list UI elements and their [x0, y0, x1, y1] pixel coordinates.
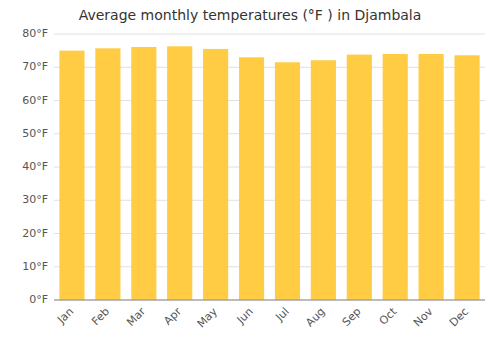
x-axis-line [54, 300, 485, 301]
bar [347, 55, 372, 300]
grid-line [54, 34, 485, 35]
bar [311, 60, 336, 300]
grid-line [54, 300, 485, 301]
y-tick-label: 30°F [22, 193, 48, 206]
bar [131, 47, 156, 300]
x-tick-label: Mar [124, 305, 148, 329]
y-tick-label: 0°F [29, 293, 48, 306]
bar [454, 55, 479, 300]
x-tick-label: May [195, 305, 221, 331]
bar [383, 54, 408, 300]
bar [239, 57, 264, 300]
y-grid [54, 34, 485, 300]
bar [167, 46, 192, 300]
x-tick-label: Jan [54, 305, 76, 327]
y-tick-label: 70°F [22, 60, 48, 73]
chart-svg: Average monthly temperatures (°F ) in Dj… [0, 0, 500, 350]
x-tick-label: Dec [447, 305, 471, 329]
x-tick-label: Nov [411, 305, 436, 330]
x-tick-labels: Jan Feb Mar Apr May Jun Jul Aug Sep Oct Nov Dec [54, 305, 471, 331]
x-tick-label: Jun [234, 305, 256, 327]
bar [203, 49, 228, 300]
y-tick-label: 40°F [22, 160, 48, 173]
y-tick-label: 10°F [22, 260, 48, 273]
bar [275, 62, 300, 300]
bar [59, 51, 84, 300]
bar [419, 54, 444, 300]
bars [59, 46, 479, 300]
x-tick-label: Jul [272, 305, 291, 324]
x-tick-label: Oct [377, 305, 400, 328]
page: {"chart_data": {"type": "bar", "title": … [0, 0, 500, 350]
x-tick-label: Apr [161, 305, 184, 328]
y-tick-label: 50°F [22, 127, 48, 140]
chart-container: Average monthly temperatures (°F ) in Dj… [0, 0, 500, 350]
x-tick-label: Feb [89, 305, 112, 328]
bar [95, 48, 120, 300]
x-tick-label: Sep [340, 305, 364, 329]
y-tick-labels: 0°F 10°F 20°F 30°F 40°F 50°F 60°F 70°F 80°F [22, 27, 48, 306]
chart-title: Average monthly temperatures (°F ) in Dj… [79, 7, 422, 23]
x-tick-label: Aug [303, 305, 327, 329]
y-tick-label: 20°F [22, 227, 48, 240]
y-tick-label: 60°F [22, 94, 48, 107]
y-tick-label: 80°F [22, 27, 48, 40]
